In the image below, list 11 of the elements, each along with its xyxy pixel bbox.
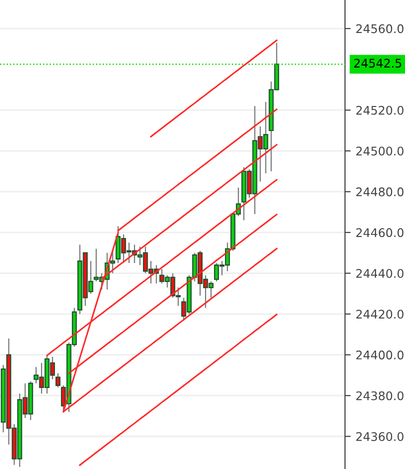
- y-tick-label: 24560.0: [356, 24, 404, 34]
- y-tick-label: 24520.0: [356, 106, 404, 115]
- y-tick-label: 24440.0: [356, 268, 404, 278]
- y-tick-label: 24500.0: [356, 146, 404, 156]
- y-tick-label: 24400.0: [356, 350, 404, 360]
- y-tick-label: 24460.0: [356, 228, 404, 238]
- y-tick-label: 24480.0: [356, 187, 404, 196]
- y-tick-label: 24380.0: [356, 391, 404, 400]
- y-tick-label: 24420.0: [356, 310, 404, 319]
- y-tick-label: 24360.0: [356, 432, 404, 442]
- ref-line-label: 24542.5: [354, 58, 402, 68]
